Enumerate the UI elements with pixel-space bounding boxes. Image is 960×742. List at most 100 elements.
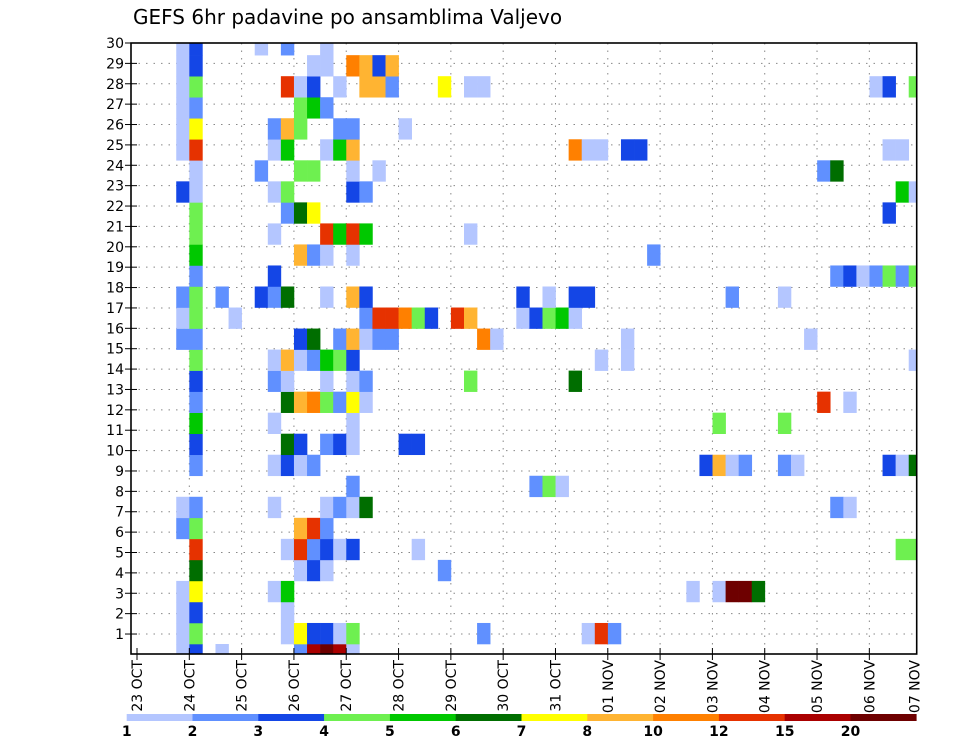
heatmap-cell	[594, 139, 609, 161]
heatmap-cell	[189, 517, 203, 540]
heatmap-cell	[307, 517, 321, 540]
heatmap-cell	[280, 391, 295, 413]
legend-label: 15	[775, 724, 794, 740]
heatmap-cell	[176, 307, 190, 329]
heatmap-cell	[346, 391, 360, 413]
heatmap-cell	[437, 76, 452, 98]
x-tick-label: 05 NOV	[810, 660, 826, 714]
heatmap-cell	[359, 370, 373, 392]
heatmap-cell	[529, 475, 543, 498]
heatmap-cell	[843, 391, 857, 413]
y-tick-label: 6	[115, 525, 124, 541]
heatmap-cell	[712, 454, 726, 477]
heatmap-cell	[267, 181, 282, 203]
heatmap-cell	[607, 622, 622, 645]
y-tick-label: 16	[106, 321, 124, 337]
heatmap-cell	[594, 349, 609, 371]
heatmap-cell	[307, 644, 321, 654]
heatmap-cell	[280, 139, 295, 161]
heatmap-cell	[320, 244, 334, 266]
heatmap-cell	[856, 265, 870, 287]
y-tick-label: 20	[106, 240, 124, 256]
heatmap-cell	[882, 265, 896, 287]
heatmap-cell	[464, 307, 478, 329]
heatmap-cell	[320, 223, 334, 245]
heatmap-cell	[477, 328, 491, 350]
y-tick-label: 14	[106, 362, 124, 378]
heatmap-cell	[307, 328, 321, 350]
heatmap-cell	[529, 307, 543, 329]
heatmap-cell	[908, 538, 917, 561]
heatmap-cell	[176, 43, 190, 56]
y-tick-label: 19	[106, 260, 124, 276]
heatmap-cell	[267, 286, 282, 308]
y-tick-label: 5	[115, 546, 124, 562]
x-tick-label: 28 OCT	[392, 660, 408, 712]
heatmap-cell	[372, 160, 386, 182]
legend-label: 20	[841, 724, 861, 740]
heatmap-cell	[293, 244, 308, 266]
heatmap-cell	[189, 601, 203, 624]
heatmap-cell	[398, 118, 412, 140]
heatmap-cell	[307, 160, 321, 182]
heatmap-cell	[372, 76, 386, 98]
heatmap-cell	[254, 43, 269, 56]
heatmap-cell	[267, 370, 282, 392]
heatmap-cell	[555, 475, 569, 498]
heatmap-cell	[712, 412, 726, 434]
heatmap-cell	[908, 76, 917, 98]
heatmap-cell	[817, 160, 831, 182]
heatmap-cell	[280, 580, 295, 603]
heatmap-cell	[267, 412, 282, 434]
x-tick-label: 07 NOV	[908, 660, 924, 714]
x-tick-label: 25 OCT	[235, 660, 251, 712]
y-tick-label: 23	[106, 179, 124, 195]
heatmap-cell	[346, 328, 360, 350]
heatmap-cell	[307, 244, 321, 266]
heatmap-cell	[346, 223, 360, 245]
heatmap-cell	[176, 496, 190, 519]
heatmap-cell	[189, 118, 203, 140]
heatmap-cell	[333, 118, 347, 140]
heatmap-cell	[346, 475, 360, 498]
heatmap-cell	[267, 496, 282, 519]
heatmap-cells	[176, 43, 917, 654]
heatmap-cell	[320, 559, 334, 582]
heatmap-cell	[777, 412, 792, 434]
heatmap-cell	[882, 454, 896, 477]
heatmap-cell	[280, 601, 295, 624]
heatmap-cell	[176, 286, 190, 308]
heatmap-cell	[320, 370, 334, 392]
heatmap-cell	[804, 328, 818, 350]
heatmap-cell	[411, 433, 426, 456]
heatmap-cell	[464, 76, 478, 98]
heatmap-cell	[777, 286, 792, 308]
heatmap-cell	[307, 622, 321, 645]
heatmap-cell	[320, 517, 334, 540]
heatmap-cell	[359, 286, 373, 308]
heatmap-cell	[307, 454, 321, 477]
heatmap-cell	[280, 43, 295, 56]
heatmap-cell	[189, 580, 203, 603]
y-tick-label: 7	[115, 505, 124, 521]
legend-swatch	[389, 714, 456, 721]
heatmap-cell	[320, 622, 334, 645]
y-tick-label: 4	[115, 566, 124, 582]
heatmap-cell	[280, 370, 295, 392]
heatmap-cell	[176, 622, 190, 645]
heatmap-cell	[333, 76, 347, 98]
heatmap-cell	[594, 622, 609, 645]
heatmap-cell	[293, 454, 308, 477]
heatmap-cell	[267, 265, 282, 287]
heatmap-cell	[385, 328, 399, 350]
heatmap-cell	[320, 538, 334, 561]
heatmap-cell	[817, 391, 831, 413]
heatmap-cell	[189, 181, 203, 203]
heatmap-cell	[189, 160, 203, 182]
heatmap-cell	[307, 538, 321, 561]
heatmap-cell	[333, 622, 347, 645]
y-tick-label: 10	[106, 444, 124, 460]
x-tick-label: 01 NOV	[601, 660, 617, 714]
heatmap-cell	[189, 370, 203, 392]
heatmap-cell	[307, 202, 321, 224]
